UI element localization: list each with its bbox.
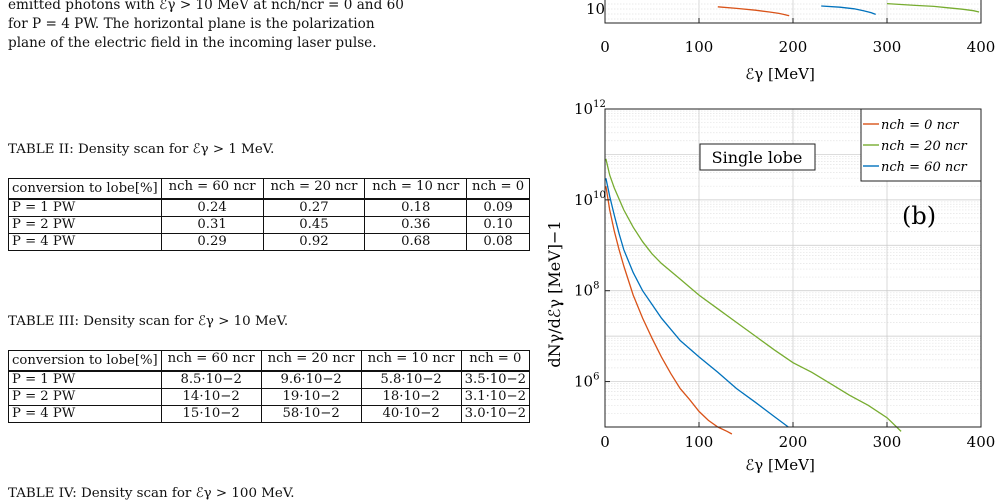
x-axis-label: ℰγ [MeV] [745, 65, 815, 83]
cell: 15·10−2 [160, 405, 262, 423]
x-tick-label: 200 [779, 433, 808, 451]
table-ii: conversion to lobe[%] nch = 60 ncr nch =… [8, 178, 530, 251]
y-tick-label: 1012 [574, 99, 606, 118]
cell: 9.6·10−2 [260, 370, 362, 389]
header-cell: nch = 10 ncr [364, 178, 468, 200]
cell: 0.29 [160, 233, 264, 251]
table-iv-title: TABLE IV: Density scan for ℰγ > 100 MeV. [8, 486, 295, 501]
legend-label: nch = 60 ncr [881, 160, 968, 175]
legend-label: nch = 0 ncr [881, 118, 959, 133]
cell: 18·10−2 [360, 388, 462, 406]
caption-line-2: for P = 4 PW. The horizontal plane is th… [8, 16, 375, 32]
top-spectrum-chart: 0 100 200 300 400 10 ℰγ [MeV] [586, 0, 996, 83]
x-tick-label: 400 [967, 433, 996, 451]
header-cell: nch = 20 ncr [260, 350, 362, 372]
row-label: P = 2 PW [8, 216, 162, 234]
cell: 3.0·10−2 [460, 405, 531, 423]
series-line-2 [886, 2, 980, 13]
series-line-2 [605, 178, 789, 428]
cell: 5.8·10−2 [360, 370, 462, 389]
table-row: P = 4 PW 15·10−2 58·10−2 40·10−2 3.0·10−… [8, 405, 531, 423]
cell: 3.5·10−2 [460, 370, 531, 389]
cell: 14·10−2 [160, 388, 262, 406]
cell: 0.68 [364, 233, 468, 251]
x-tick-label: 400 [967, 38, 996, 56]
series-line-0 [717, 6, 790, 17]
cell: 8.5·10−2 [160, 370, 262, 389]
row-label: P = 2 PW [8, 388, 162, 406]
cell: 0.10 [466, 216, 530, 234]
y-axis-label: dNγ/dℰγ [MeV]−1 [545, 220, 564, 367]
row-label: P = 1 PW [8, 198, 162, 217]
row-label: P = 4 PW [8, 233, 162, 251]
header-cell: nch = 60 ncr [160, 178, 264, 200]
x-axis-label: ℰγ [MeV] [745, 456, 815, 474]
annotation-single-lobe: Single lobe [712, 148, 803, 167]
series-line-1 [605, 158, 902, 432]
cell: 19·10−2 [260, 388, 362, 406]
cell: 0.36 [364, 216, 468, 234]
cell: 0.08 [466, 233, 530, 251]
header-cell: nch = 0 [460, 350, 531, 372]
x-tick-label: 0 [600, 38, 610, 56]
y-tick-label: 10 [586, 0, 605, 18]
x-tick-label: 300 [873, 38, 902, 56]
single-lobe-spectrum-chart: 0 100 200 300 400 106 108 1010 1012 Single lobe… [545, 99, 996, 474]
caption-line-1: emitted photons with ℰγ > 10 MeV at nch/… [8, 0, 404, 13]
header-cell: nch = 20 ncr [262, 178, 366, 200]
cell: 0.31 [160, 216, 264, 234]
header-cell: nch = 10 ncr [360, 350, 462, 372]
cell: 0.18 [364, 198, 468, 217]
legend-label: nch = 20 ncr [881, 139, 968, 154]
y-tick-label: 106 [574, 372, 599, 391]
x-tick-label: 200 [779, 38, 808, 56]
table-header-row: conversion to lobe[%] nch = 60 ncr nch =… [8, 350, 531, 372]
cell: 40·10−2 [360, 405, 462, 423]
cell: 0.92 [262, 233, 366, 251]
table-row: P = 2 PW 14·10−2 19·10−2 18·10−2 3.1·10−… [8, 388, 531, 406]
right-column: 0 100 200 300 400 10 ℰγ [MeV] 0 100 200 300 400 … [530, 0, 1007, 499]
row-label: P = 1 PW [8, 370, 162, 389]
cell: 0.45 [262, 216, 366, 234]
x-tick-label: 0 [600, 433, 610, 451]
row-label: P = 4 PW [8, 405, 162, 423]
table-iii-title: TABLE III: Density scan for ℰγ > 10 MeV. [8, 314, 289, 329]
cell: 0.24 [160, 198, 264, 217]
table-row: P = 1 PW 0.24 0.27 0.18 0.09 [8, 198, 530, 217]
table-row: P = 4 PW 0.29 0.92 0.68 0.08 [8, 233, 530, 251]
table-row: P = 2 PW 0.31 0.45 0.36 0.10 [8, 216, 530, 234]
cell: 3.1·10−2 [460, 388, 531, 406]
y-tick-label: 1010 [574, 190, 606, 209]
header-cell: conversion to lobe[%] [8, 350, 162, 372]
series-line-0 [605, 186, 733, 435]
legend: nch = 0 ncr nch = 20 ncr nch = 60 ncr [860, 108, 982, 182]
y-tick-label: 108 [574, 281, 599, 300]
figure-caption: emitted photons with ℰγ > 10 MeV at nch/… [8, 0, 478, 53]
panel-label: (b) [902, 202, 936, 230]
caption-line-3: plane of the electric field in the incom… [8, 35, 377, 51]
left-column: emitted photons with ℰγ > 10 MeV at nch/… [8, 0, 531, 501]
table-row: P = 1 PW 8.5·10−2 9.6·10−2 5.8·10−2 3.5·… [8, 370, 531, 389]
cell: 0.09 [466, 198, 530, 217]
x-tick-label: 300 [873, 433, 902, 451]
header-cell: nch = 0 [466, 178, 530, 200]
x-tick-label: 100 [685, 433, 714, 451]
cell: 58·10−2 [260, 405, 362, 423]
table-ii-title: TABLE II: Density scan for ℰγ > 1 MeV. [8, 142, 275, 157]
x-tick-label: 100 [685, 38, 714, 56]
single-lobe-box: Single lobe [699, 143, 816, 171]
table-header-row: conversion to lobe[%] nch = 60 ncr nch =… [8, 178, 530, 200]
header-cell: nch = 60 ncr [160, 350, 262, 372]
series-line-1 [821, 5, 876, 16]
cell: 0.27 [262, 198, 366, 217]
table-iii: conversion to lobe[%] nch = 60 ncr nch =… [8, 350, 531, 423]
header-cell: conversion to lobe[%] [8, 178, 162, 200]
